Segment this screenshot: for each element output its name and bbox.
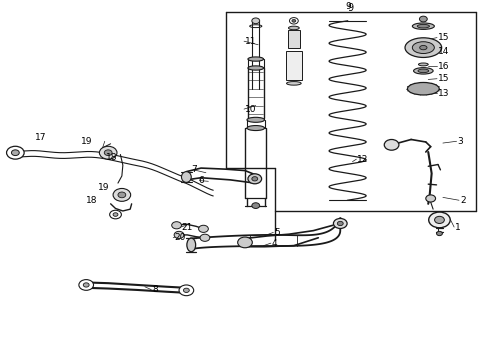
Circle shape [174,231,184,238]
Bar [288,31,300,48]
Ellipse shape [289,26,299,30]
Ellipse shape [247,126,265,131]
Text: 15: 15 [438,33,449,42]
Text: 13: 13 [438,89,449,98]
Text: 16: 16 [438,62,449,71]
Text: 15: 15 [438,74,449,83]
Ellipse shape [181,172,191,183]
Ellipse shape [248,66,264,70]
Text: 19: 19 [81,137,93,146]
Ellipse shape [419,45,427,50]
Circle shape [248,174,262,184]
Circle shape [292,19,296,22]
Text: 1: 1 [455,222,461,231]
Circle shape [437,231,442,236]
Circle shape [200,234,210,241]
Circle shape [426,195,436,202]
Text: 8: 8 [152,285,158,294]
Circle shape [183,288,189,292]
Text: 10: 10 [245,105,256,114]
Ellipse shape [418,69,429,73]
Circle shape [6,146,24,159]
Text: 11: 11 [245,37,256,46]
Circle shape [252,18,260,24]
Circle shape [252,177,258,181]
Circle shape [79,280,94,290]
Ellipse shape [418,63,428,66]
Text: 21: 21 [181,222,193,231]
Ellipse shape [414,68,433,74]
Text: 5: 5 [274,228,280,237]
Circle shape [238,237,252,248]
Circle shape [83,283,89,287]
Circle shape [172,222,181,229]
Text: 3: 3 [458,137,464,146]
Circle shape [99,146,117,159]
Circle shape [11,150,19,156]
Text: 4: 4 [272,239,277,248]
Text: 7: 7 [191,165,197,174]
Text: 19: 19 [98,183,110,192]
Circle shape [384,139,399,150]
Circle shape [104,150,112,156]
Circle shape [113,213,118,216]
Text: 2: 2 [460,196,465,205]
Circle shape [333,219,347,229]
Ellipse shape [287,82,301,85]
Circle shape [113,188,131,201]
Text: 12: 12 [357,155,369,164]
Circle shape [252,203,260,208]
Ellipse shape [408,82,439,95]
Circle shape [429,212,450,228]
Text: 17: 17 [35,133,47,142]
Ellipse shape [405,38,441,58]
Ellipse shape [413,23,434,30]
Text: 9: 9 [346,2,351,11]
Circle shape [179,285,194,296]
Text: 14: 14 [438,48,449,57]
Text: 6: 6 [198,176,204,185]
Circle shape [435,216,444,224]
Circle shape [110,210,122,219]
Circle shape [198,225,208,233]
Ellipse shape [247,117,265,122]
Ellipse shape [248,57,264,61]
Ellipse shape [413,42,434,54]
Ellipse shape [417,24,429,28]
Circle shape [118,192,126,198]
Ellipse shape [187,238,196,252]
Circle shape [419,16,427,22]
Text: 9: 9 [347,3,353,13]
Text: 18: 18 [86,196,98,205]
Bar [286,51,302,80]
Circle shape [337,221,343,226]
Text: 20: 20 [174,233,186,242]
Text: 18: 18 [106,153,117,162]
